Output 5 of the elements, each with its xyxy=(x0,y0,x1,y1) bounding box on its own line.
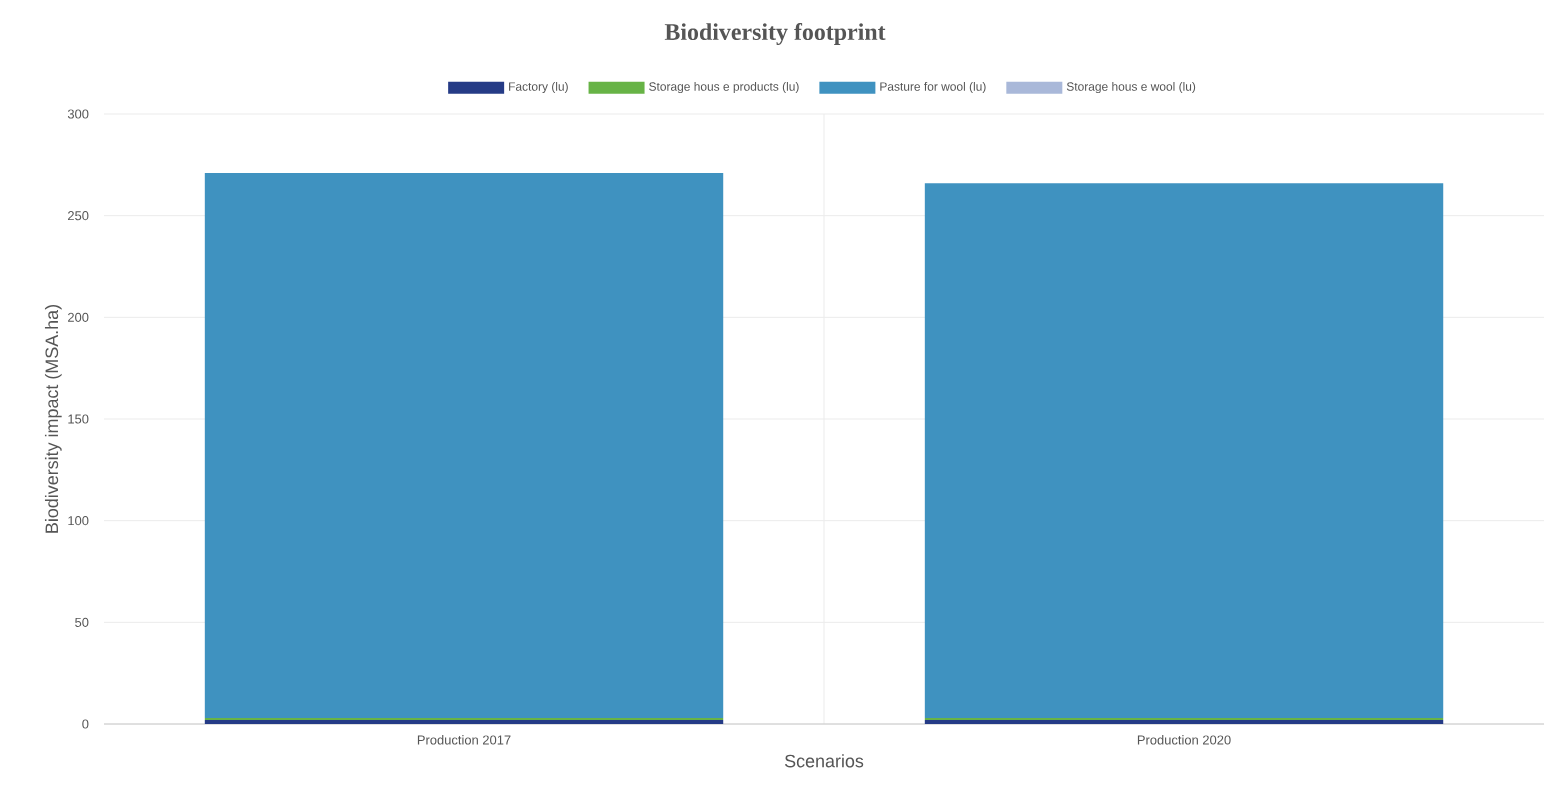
chart-title: Biodiversity footprint xyxy=(664,22,886,45)
bar xyxy=(204,172,724,718)
x-axis-title: Scenarios xyxy=(784,754,864,768)
y-axis-title: Biodiversity impact (MSA.ha) xyxy=(44,305,62,533)
bar xyxy=(924,183,1444,718)
